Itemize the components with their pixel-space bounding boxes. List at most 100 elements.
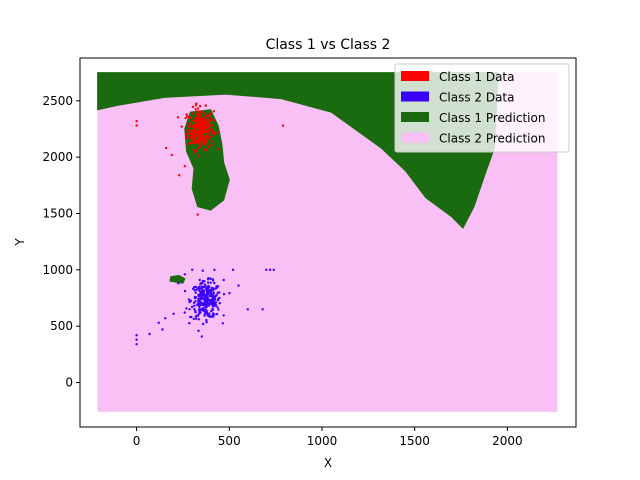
class1-data-point — [187, 142, 190, 146]
class2-data-point — [218, 302, 221, 305]
class2-data-point — [188, 322, 191, 325]
legend-label: Class 2 Data — [439, 91, 515, 105]
class1-data-point — [188, 121, 191, 125]
y-tick-label: 2500 — [42, 94, 73, 108]
class1-data-point — [194, 120, 197, 123]
x-axis-label: X — [324, 456, 332, 470]
class2-data-point — [195, 288, 198, 292]
class1-data-point — [185, 113, 188, 116]
class1-data-point — [193, 127, 197, 130]
class1-data-point — [194, 104, 198, 107]
class1-data-point — [191, 112, 194, 115]
class2-data-point — [194, 291, 197, 294]
class1-data-point — [212, 110, 215, 113]
class2-data-point — [208, 312, 211, 315]
class2-data-point — [222, 278, 225, 282]
class2-data-point — [209, 277, 212, 280]
x-tick-label: 2000 — [492, 434, 523, 448]
class2-data-point — [201, 279, 204, 283]
class2-data-point — [188, 308, 191, 311]
class1-data-point — [201, 134, 204, 138]
class2-data-point — [199, 283, 202, 286]
class1-data-point — [281, 124, 285, 127]
class2-data-point — [195, 296, 198, 299]
class2-data-point — [207, 301, 210, 305]
class1-data-point — [189, 116, 192, 120]
class1-data-point — [207, 114, 210, 118]
class1-data-point — [211, 132, 214, 135]
class1-data-point — [207, 123, 210, 127]
class1-data-point — [189, 142, 192, 145]
class1-data-point — [206, 130, 209, 133]
class1-data-point — [204, 135, 207, 139]
class1-data-point — [194, 108, 197, 111]
class1-data-point — [198, 117, 201, 120]
class1-data-point — [191, 135, 195, 138]
class1-data-point — [204, 140, 208, 143]
class2-data-point — [208, 314, 211, 318]
legend-swatch — [401, 112, 429, 122]
class2-data-point — [261, 308, 264, 311]
legend-swatch — [401, 132, 429, 143]
class2-data-point — [194, 311, 197, 314]
x-tick-label: 1000 — [307, 434, 338, 448]
class1-data-point — [135, 124, 138, 127]
class2-data-point — [177, 282, 180, 285]
class1-data-point — [188, 124, 191, 127]
class1-data-point — [204, 104, 207, 107]
class2-data-point — [205, 289, 209, 293]
class2-data-point — [197, 288, 201, 291]
class2-data-point — [135, 338, 138, 341]
class1-data-point — [217, 148, 220, 151]
class2-data-point — [148, 332, 151, 336]
class1-data-point — [170, 153, 173, 157]
class1-data-point — [205, 148, 208, 152]
legend-label: Class 2 Prediction — [439, 132, 545, 146]
class2-data-point — [207, 277, 210, 280]
class1-data-point — [190, 136, 193, 139]
y-tick-label: 1500 — [42, 206, 73, 220]
class2-data-point — [164, 317, 167, 320]
class2-data-point — [228, 291, 231, 295]
class1-data-point — [194, 140, 198, 143]
class2-data-point — [217, 308, 220, 311]
class2-data-point — [213, 268, 216, 271]
class2-data-point — [211, 315, 214, 318]
class2-data-point — [195, 317, 198, 320]
class1-data-point — [195, 126, 198, 129]
class1-data-point — [204, 143, 207, 146]
class1-data-point — [199, 129, 203, 133]
class1-data-point — [210, 117, 213, 120]
class1-data-point — [188, 129, 191, 132]
y-tick-label: 500 — [50, 319, 73, 333]
class2-data-point — [222, 293, 226, 296]
class2-data-point — [187, 298, 191, 301]
legend: Class 1 Data Class 2 Data Class 1 Predicti… — [394, 63, 570, 153]
class2-data-point — [221, 322, 224, 325]
class2-data-point — [197, 297, 200, 301]
class1-data-point — [196, 110, 199, 113]
legend-swatch — [401, 91, 429, 102]
class1-data-point — [210, 124, 213, 128]
class1-data-point — [206, 120, 209, 124]
class2-data-point — [201, 282, 204, 285]
class1-data-point — [186, 128, 189, 131]
class2-data-point — [203, 312, 207, 315]
class2-data-point — [222, 314, 225, 317]
class1-data-point — [204, 114, 208, 118]
class2-data-point — [208, 289, 211, 292]
class2-data-point — [193, 308, 196, 311]
class2-data-point — [190, 305, 194, 308]
class1-data-point — [200, 121, 203, 124]
class1-data-point — [199, 113, 203, 117]
class2-data-point — [193, 304, 196, 307]
y-tick-label: 0 — [65, 375, 73, 389]
class2-data-point — [183, 273, 186, 276]
class1-data-point — [189, 132, 193, 135]
class1-data-point — [192, 151, 195, 154]
class1-data-point — [195, 112, 199, 116]
legend-box — [394, 63, 570, 153]
y-tick-label: 1000 — [42, 263, 73, 277]
class2-data-point — [197, 285, 201, 289]
class1-data-point — [196, 213, 199, 216]
